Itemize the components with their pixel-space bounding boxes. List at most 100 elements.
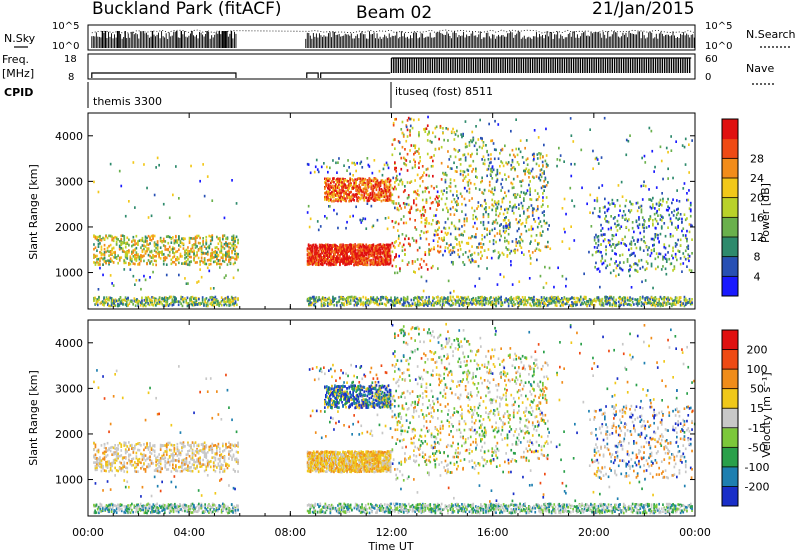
range-cell [131, 245, 133, 248]
range-cell [488, 248, 490, 251]
range-cell [466, 220, 468, 223]
range-cell [196, 251, 198, 254]
range-cell [119, 240, 121, 243]
range-cell [346, 197, 348, 200]
range-cell [456, 190, 458, 193]
range-cell [143, 248, 145, 251]
range-cell [215, 260, 217, 263]
beam-title: Beam 02 [356, 3, 432, 23]
range-cell [201, 260, 203, 263]
range-cell [426, 263, 428, 266]
range-cell [207, 253, 209, 256]
range-cell [228, 255, 230, 258]
range-cell [110, 251, 112, 254]
range-cell [443, 189, 445, 192]
range-cell [93, 181, 95, 184]
range-cell [390, 244, 392, 247]
range-cell [475, 233, 477, 236]
range-cell [427, 153, 429, 156]
range-cell [148, 248, 150, 251]
range-cell [154, 259, 156, 262]
range-cell [210, 259, 212, 262]
range-cell [440, 246, 442, 249]
range-cell [199, 180, 201, 183]
range-cell [414, 219, 416, 222]
range-cell [409, 218, 411, 221]
range-cell [395, 253, 397, 256]
range-cell [354, 263, 356, 266]
range-cell [533, 296, 535, 299]
range-cell [446, 197, 448, 200]
range-cell [481, 147, 483, 150]
range-cell [691, 301, 693, 304]
range-cell [308, 163, 310, 166]
range-cell [324, 187, 326, 190]
range-cell [427, 168, 429, 171]
range-cell [186, 249, 188, 252]
range-cell [432, 160, 434, 163]
range-cell [123, 242, 125, 245]
range-cell [421, 258, 423, 261]
range-cell [184, 250, 186, 253]
range-cell [489, 232, 491, 235]
range-cell [500, 296, 502, 299]
range-cell [451, 222, 453, 225]
range-cell [111, 239, 113, 242]
range-cell [485, 202, 487, 205]
range-cell [98, 245, 100, 248]
range-cell [491, 188, 493, 191]
range-cell [445, 227, 447, 230]
range-cell [204, 252, 206, 255]
range-cell [455, 149, 457, 152]
range-cell [371, 183, 373, 186]
range-cell [341, 181, 343, 184]
range-cell [489, 184, 491, 187]
range-cell [154, 235, 156, 238]
range-cell [198, 235, 200, 238]
range-cell [431, 223, 433, 226]
range-cell [145, 251, 147, 254]
range-cell [110, 260, 112, 263]
range-cell [448, 244, 450, 247]
range-cell [424, 130, 426, 133]
range-cell [102, 274, 104, 277]
range-cell [193, 253, 195, 256]
range-cell [125, 215, 127, 218]
range-cell [172, 194, 174, 197]
range-cell [151, 250, 153, 253]
range-cell [178, 197, 180, 200]
range-cell [467, 296, 469, 299]
range-cell [438, 148, 440, 151]
range-cell [440, 250, 442, 253]
range-cell [484, 189, 486, 192]
range-cell [442, 132, 444, 135]
range-cell [183, 237, 185, 240]
range-cell [390, 255, 392, 258]
range-cell [125, 254, 127, 257]
range-cell [160, 239, 162, 242]
range-cell [231, 237, 233, 240]
range-cell [417, 174, 419, 177]
range-cell [142, 240, 144, 243]
range-cell [126, 242, 128, 245]
range-cell [128, 249, 130, 252]
range-cell [184, 254, 186, 257]
range-cell [378, 191, 380, 194]
range-cell [411, 299, 413, 302]
range-cell [437, 267, 439, 270]
range-cell [461, 195, 463, 198]
range-cell [451, 131, 453, 134]
range-cell [221, 243, 223, 246]
range-cell [98, 236, 100, 239]
range-cell [95, 236, 97, 239]
range-cell [364, 218, 366, 221]
range-cell [99, 251, 101, 254]
range-cell [210, 243, 212, 246]
range-cell [495, 302, 497, 305]
range-cell [336, 171, 338, 174]
range-cell [134, 263, 136, 266]
range-cell [355, 206, 357, 209]
range-cell [117, 262, 119, 265]
range-cell [134, 258, 136, 261]
range-cell [189, 250, 191, 253]
